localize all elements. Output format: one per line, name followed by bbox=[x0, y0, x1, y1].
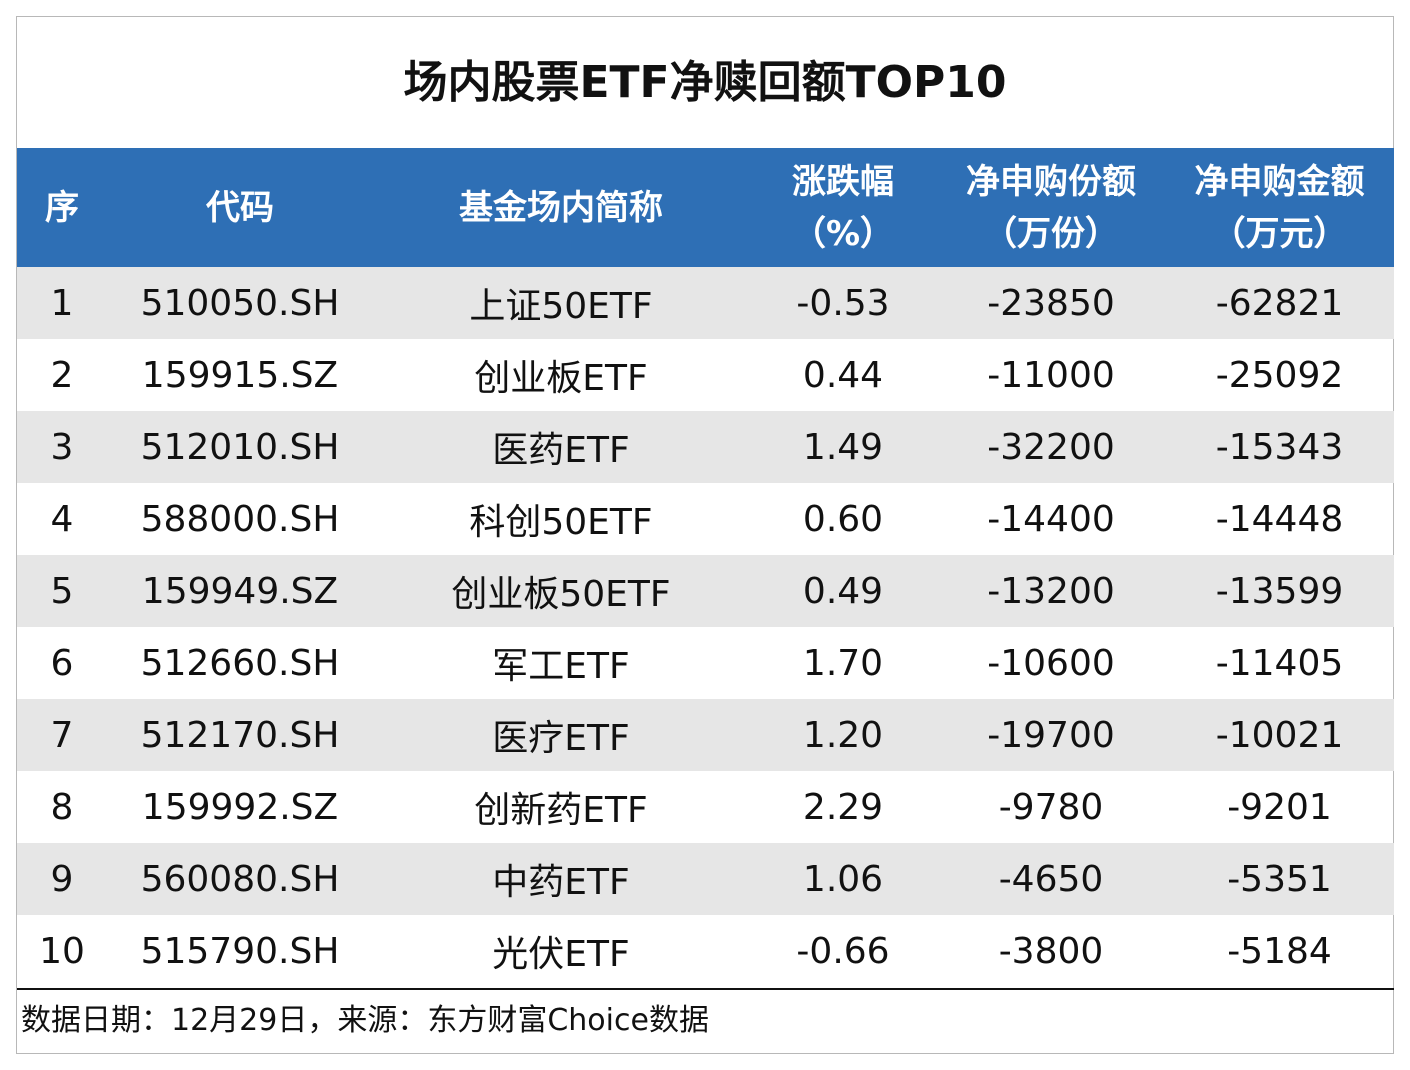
table-cell: -9201 bbox=[1227, 786, 1332, 828]
table-cell: -32200 bbox=[937, 411, 1165, 483]
table-row: 4 588000.SH 科创50ETF 0.60 -14400 -14448 bbox=[17, 483, 1394, 555]
table-cell: -15343 bbox=[1165, 411, 1394, 483]
table-cell: 0.60 bbox=[802, 498, 884, 540]
table-cell: 9 bbox=[17, 843, 107, 915]
table-row: 2 159915.SZ 创业板ETF 0.44 -11000 -25092 bbox=[17, 339, 1394, 411]
table-cell: -19700 bbox=[937, 699, 1165, 771]
header-line: 基金场内简称 bbox=[459, 187, 663, 228]
table-cell: 512010.SH bbox=[107, 411, 373, 483]
table-cell: 0.44 bbox=[802, 354, 884, 396]
header-cell: 代码 bbox=[107, 148, 373, 267]
table-cell: -4650 bbox=[937, 843, 1165, 915]
frame: 场内股票ETF净赎回额TOP10 序 代码 基金场内简称 涨跌幅 （%） 净申购份额 （万份… bbox=[16, 16, 1394, 1054]
table-cell: -11000 bbox=[987, 354, 1115, 396]
table-row: 8 159992.SZ 创新药ETF 2.29 -9780 -9201 bbox=[17, 771, 1394, 843]
table-cell: 1.20 bbox=[749, 699, 937, 771]
table-cell: 创业板50ETF bbox=[373, 555, 749, 627]
table-cell: 3 bbox=[17, 411, 107, 483]
table-cell: 2.29 bbox=[802, 786, 884, 828]
header-line: 净申购金额 bbox=[1194, 161, 1365, 202]
table-cell: -10021 bbox=[1165, 699, 1394, 771]
table-cell: -25092 bbox=[1215, 354, 1344, 396]
table-row: 3 512010.SH 医药ETF 1.49 -32200 -15343 bbox=[17, 411, 1394, 483]
table-cell: 6 bbox=[50, 642, 74, 684]
table-cell: -0.66 bbox=[796, 930, 890, 972]
header-row: 序 代码 基金场内简称 涨跌幅 （%） 净申购份额 （万份） 净申购金额 （万元） bbox=[17, 148, 1394, 267]
table-cell: 515790.SH bbox=[140, 930, 340, 972]
header-cell: 净申购金额 （万元） bbox=[1165, 148, 1394, 267]
table-row: 6 512660.SH 军工ETF 1.70 -10600 -11405 bbox=[17, 627, 1394, 699]
table-cell: -5351 bbox=[1165, 843, 1394, 915]
divider bbox=[17, 988, 1394, 990]
table-cell: -13200 bbox=[937, 555, 1165, 627]
header-cell: 基金场内简称 bbox=[373, 148, 749, 267]
table-body: 1 510050.SH 上证50ETF -0.53 -23850 -62821 2 15991… bbox=[17, 267, 1394, 987]
table-cell: 创业板ETF bbox=[474, 358, 648, 399]
table-cell: -5184 bbox=[1227, 930, 1332, 972]
table-cell: 159992.SZ bbox=[141, 786, 339, 828]
table-cell: 0.49 bbox=[749, 555, 937, 627]
table-cell: 医药ETF bbox=[373, 411, 749, 483]
table-cell: -14400 bbox=[987, 498, 1115, 540]
table-cell: -14448 bbox=[1215, 498, 1344, 540]
table-cell: 512170.SH bbox=[107, 699, 373, 771]
header-cell: 序 bbox=[17, 148, 107, 267]
table-cell: 10 bbox=[39, 930, 85, 972]
table: 序 代码 基金场内简称 涨跌幅 （%） 净申购份额 （万份） 净申购金额 （万元） 1 51005… bbox=[17, 148, 1394, 987]
header-cell: 涨跌幅 （%） bbox=[749, 148, 937, 267]
table-row: 7 512170.SH 医疗ETF 1.20 -19700 -10021 bbox=[17, 699, 1394, 771]
table-cell: 159915.SZ bbox=[141, 354, 339, 396]
table-cell: 5 bbox=[17, 555, 107, 627]
header-line: （万份） bbox=[983, 213, 1119, 254]
header-line: 序 bbox=[45, 187, 79, 228]
table-cell: 科创50ETF bbox=[469, 502, 653, 543]
table-cell: 1 bbox=[17, 267, 107, 339]
table-cell: -62821 bbox=[1165, 267, 1394, 339]
header-line: 代码 bbox=[206, 187, 274, 228]
table-cell: 1.70 bbox=[802, 642, 884, 684]
title: 场内股票ETF净赎回额TOP10 bbox=[403, 57, 1007, 108]
header-line: （万元） bbox=[1211, 213, 1348, 254]
table-cell: 1.06 bbox=[749, 843, 937, 915]
table-cell: -0.53 bbox=[749, 267, 937, 339]
table-cell: -3800 bbox=[998, 930, 1104, 972]
table-row: 10 515790.SH 光伏ETF -0.66 -3800 -5184 bbox=[17, 915, 1394, 987]
header-line: 净申购份额 bbox=[966, 161, 1136, 202]
table-cell: -23850 bbox=[937, 267, 1165, 339]
table-cell: 510050.SH bbox=[107, 267, 373, 339]
table-cell: -10600 bbox=[987, 642, 1115, 684]
table-cell: 4 bbox=[50, 498, 74, 540]
table-row: 1 510050.SH 上证50ETF -0.53 -23850 -62821 bbox=[17, 267, 1394, 339]
footer: 数据日期：12月29日，来源：东方财富Choice数据 bbox=[21, 1003, 709, 1038]
header-line: （%） bbox=[791, 213, 895, 254]
table-cell: 创新药ETF bbox=[474, 790, 648, 831]
table-row: 9 560080.SH 中药ETF 1.06 -4650 -5351 bbox=[17, 843, 1394, 915]
table-cell: 588000.SH bbox=[140, 498, 340, 540]
table-cell: 医疗ETF bbox=[373, 699, 749, 771]
header-cell: 净申购份额 （万份） bbox=[937, 148, 1165, 267]
table-cell: 2 bbox=[50, 354, 74, 396]
table-cell: 8 bbox=[50, 786, 74, 828]
table-cell: 中药ETF bbox=[373, 843, 749, 915]
table-cell: -9780 bbox=[998, 786, 1104, 828]
table-cell: 159949.SZ bbox=[107, 555, 373, 627]
table-cell: 军工ETF bbox=[492, 646, 630, 687]
table-cell: 560080.SH bbox=[107, 843, 373, 915]
table-cell: 7 bbox=[17, 699, 107, 771]
table-cell: 光伏ETF bbox=[492, 934, 630, 975]
table-cell: 512660.SH bbox=[140, 642, 340, 684]
header-line: 涨跌幅 bbox=[792, 161, 894, 202]
table-cell: -13599 bbox=[1165, 555, 1394, 627]
table-cell: -11405 bbox=[1215, 642, 1344, 684]
table-row: 5 159949.SZ 创业板50ETF 0.49 -13200 -13599 bbox=[17, 555, 1394, 627]
table-cell: 1.49 bbox=[749, 411, 937, 483]
table-cell: 上证50ETF bbox=[373, 267, 749, 339]
